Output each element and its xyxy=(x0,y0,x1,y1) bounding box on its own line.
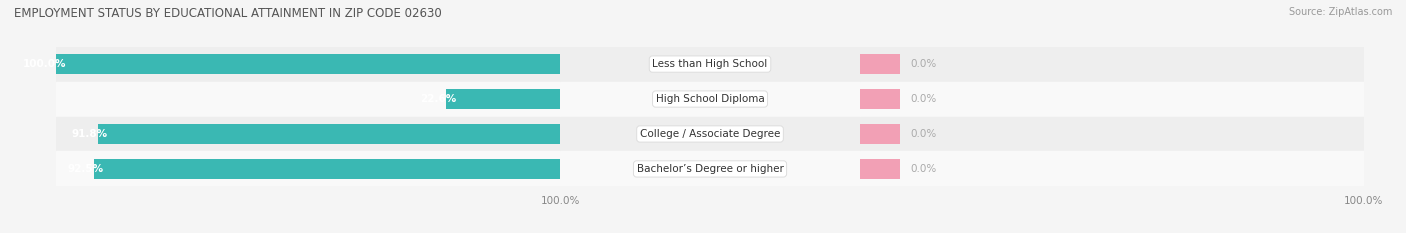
Text: 92.5%: 92.5% xyxy=(67,164,104,174)
Bar xyxy=(560,116,860,151)
Bar xyxy=(860,89,900,109)
Text: 0.0%: 0.0% xyxy=(910,59,936,69)
Bar xyxy=(446,89,560,109)
Text: EMPLOYMENT STATUS BY EDUCATIONAL ATTAINMENT IN ZIP CODE 02630: EMPLOYMENT STATUS BY EDUCATIONAL ATTAINM… xyxy=(14,7,441,20)
Bar xyxy=(860,151,1364,186)
Bar xyxy=(560,47,860,82)
Bar xyxy=(860,159,900,178)
Bar xyxy=(56,151,560,186)
Bar xyxy=(560,151,860,186)
Text: 100.0%: 100.0% xyxy=(22,59,66,69)
Bar xyxy=(860,82,1364,116)
Text: Less than High School: Less than High School xyxy=(652,59,768,69)
Bar xyxy=(860,55,900,74)
Text: Source: ZipAtlas.com: Source: ZipAtlas.com xyxy=(1288,7,1392,17)
Bar xyxy=(97,124,560,144)
Text: 0.0%: 0.0% xyxy=(910,164,936,174)
Bar xyxy=(56,116,560,151)
Bar xyxy=(56,47,560,82)
Bar xyxy=(56,82,560,116)
Text: 0.0%: 0.0% xyxy=(910,94,936,104)
Text: 91.8%: 91.8% xyxy=(72,129,108,139)
Bar xyxy=(860,124,900,144)
Text: 0.0%: 0.0% xyxy=(910,129,936,139)
Bar xyxy=(560,82,860,116)
Text: 22.6%: 22.6% xyxy=(420,94,457,104)
Bar xyxy=(56,55,560,74)
Text: Bachelor’s Degree or higher: Bachelor’s Degree or higher xyxy=(637,164,783,174)
Text: College / Associate Degree: College / Associate Degree xyxy=(640,129,780,139)
Bar xyxy=(94,159,560,178)
Bar xyxy=(860,47,1364,82)
Bar xyxy=(860,116,1364,151)
Text: High School Diploma: High School Diploma xyxy=(655,94,765,104)
